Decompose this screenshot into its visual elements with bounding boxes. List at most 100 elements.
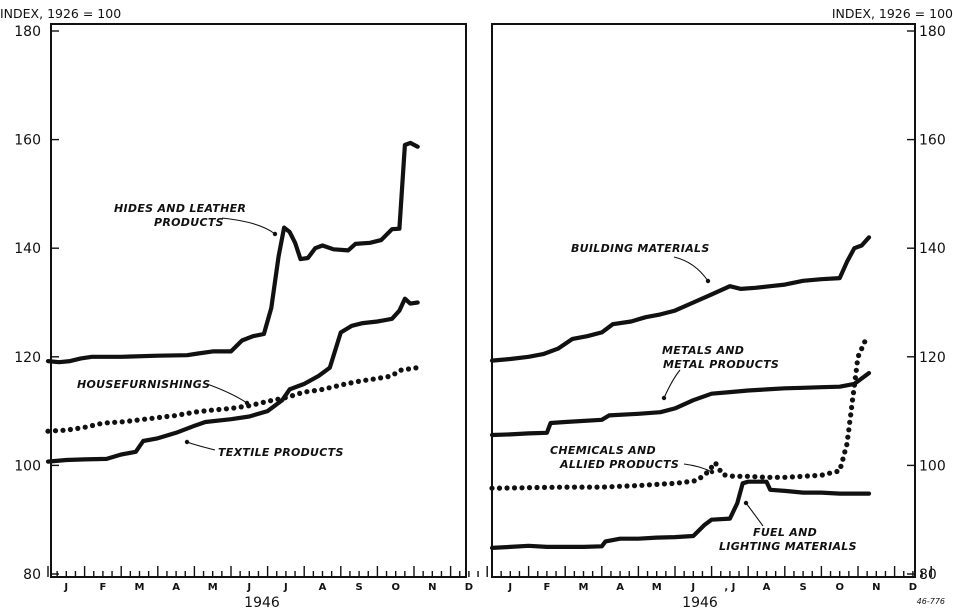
- series-dot-chemicals-and-allied-products: [684, 479, 690, 485]
- series-dot-chemicals-and-allied-products: [845, 434, 851, 440]
- right-month-label: O: [835, 582, 844, 593]
- right-y-tick-label: 160: [919, 133, 946, 149]
- series-dot-chemicals-and-allied-products: [511, 485, 518, 491]
- series-dots-housefurnishings: [45, 365, 419, 434]
- series-dot-chemicals-and-allied-products: [847, 419, 853, 425]
- right-month-label: , J: [724, 582, 735, 593]
- series-dot-chemicals-and-allied-products: [556, 484, 563, 490]
- series-dot-housefurnishings: [289, 393, 296, 399]
- series-dot-chemicals-and-allied-products: [844, 442, 850, 448]
- series-dot-chemicals-and-allied-products: [789, 474, 796, 480]
- series-dot-chemicals-and-allied-products: [848, 412, 854, 418]
- series-dot-housefurnishings: [104, 420, 110, 426]
- series-dot-housefurnishings: [164, 413, 170, 420]
- right-y-tick-label: 80: [919, 567, 937, 583]
- right-month-label: A: [763, 582, 771, 593]
- series-dot-chemicals-and-allied-products: [797, 473, 803, 480]
- series-leader-metals-and-metal-products: [663, 369, 681, 399]
- series-dot-chemicals-and-allied-products: [616, 483, 623, 489]
- series-dot-housefurnishings: [134, 417, 140, 423]
- series-line-metals-and-metal-products: [489, 371, 872, 438]
- series-dot-housefurnishings: [253, 401, 259, 407]
- series-dot-chemicals-and-allied-products: [729, 473, 736, 479]
- series-dot-housefurnishings: [60, 427, 66, 433]
- series-dot-chemicals-and-allied-products: [586, 484, 593, 490]
- series-dot-housefurnishings: [208, 407, 214, 413]
- series-dot-housefurnishings: [52, 428, 59, 434]
- series-dot-chemicals-and-allied-products: [549, 484, 555, 490]
- series-dot-chemicals-and-allied-products: [489, 485, 495, 491]
- series-label-hides-and-leather-products: PRODUCTS: [154, 216, 224, 229]
- series-dot-housefurnishings: [378, 375, 384, 381]
- series-line-fuel-and-lighting-materials: [489, 479, 872, 550]
- series-dot-chemicals-and-allied-products: [849, 397, 856, 403]
- series-dot-housefurnishings: [67, 426, 73, 433]
- series-dot-chemicals-and-allied-products: [854, 360, 860, 366]
- series-label-hides-and-leather-products: HIDES AND LEATHER: [114, 202, 246, 215]
- series-leader-arrowhead: [184, 439, 190, 445]
- series-dot-chemicals-and-allied-products: [504, 485, 510, 491]
- right-y-tick-label: 140: [919, 241, 946, 257]
- series-dot-chemicals-and-allied-products: [519, 485, 525, 491]
- series-dot-chemicals-and-allied-products: [842, 449, 848, 455]
- series-dot-housefurnishings: [223, 406, 229, 412]
- series-leader-building-materials: [673, 256, 709, 282]
- series-dot-chemicals-and-allied-products: [804, 473, 811, 479]
- right-month-label: A: [616, 582, 624, 593]
- series-dot-chemicals-and-allied-products: [639, 482, 645, 488]
- left-month-label: D: [465, 582, 473, 593]
- left-y-tick-label: 120: [14, 350, 41, 366]
- series-dot-chemicals-and-allied-products: [526, 485, 533, 491]
- series-dot-chemicals-and-allied-products: [631, 483, 638, 489]
- left-year-label: 1946: [244, 595, 280, 609]
- series-dot-housefurnishings: [304, 389, 310, 395]
- series-dot-housefurnishings: [311, 388, 317, 394]
- series-dot-chemicals-and-allied-products: [862, 339, 868, 345]
- left-month-label: A: [172, 582, 180, 593]
- series-label-fuel-and-lighting-materials: LIGHTING MATERIALS: [719, 540, 857, 553]
- series-dot-housefurnishings: [326, 385, 332, 391]
- left-month-label: M: [208, 582, 218, 593]
- right-month-label: J: [690, 582, 695, 593]
- series-label-building-materials: BUILDING MATERIALS: [571, 242, 710, 255]
- series-line-building-materials: [489, 235, 872, 363]
- series-dot-chemicals-and-allied-products: [676, 480, 683, 486]
- series-dot-housefurnishings: [193, 409, 200, 415]
- series-dot-housefurnishings: [216, 406, 222, 413]
- header-left-label: INDEX, 1926 = 100: [0, 6, 121, 21]
- left-y-tick-label: 180: [14, 24, 41, 40]
- series-dot-housefurnishings: [392, 371, 398, 377]
- series-dot-housefurnishings: [268, 398, 274, 404]
- series-dot-housefurnishings: [156, 414, 163, 420]
- series-dot-housefurnishings: [179, 411, 185, 417]
- series-dot-chemicals-and-allied-products: [698, 475, 704, 481]
- series-dot-chemicals-and-allied-products: [759, 474, 766, 480]
- series-label-fuel-and-lighting-materials: FUEL AND: [753, 526, 817, 539]
- series-dot-housefurnishings: [75, 425, 81, 431]
- series-dot-chemicals-and-allied-products: [851, 382, 858, 388]
- series-leader-arrowhead: [709, 469, 715, 475]
- series-dot-chemicals-and-allied-products: [782, 474, 788, 480]
- series-dot-housefurnishings: [119, 419, 125, 425]
- series-dot-housefurnishings: [260, 399, 266, 405]
- series-leader-arrowhead: [661, 395, 667, 401]
- series-dot-housefurnishings: [413, 365, 419, 371]
- left-month-label: S: [355, 582, 362, 593]
- series-dot-chemicals-and-allied-products: [624, 483, 630, 489]
- right-month-label: N: [872, 582, 880, 593]
- right-panel-frame: [491, 23, 916, 578]
- series-dot-housefurnishings: [97, 421, 103, 427]
- left-y-tick-label: 160: [14, 133, 41, 149]
- series-dot-chemicals-and-allied-products: [654, 481, 660, 487]
- left-month-label: J: [283, 582, 288, 593]
- series-dot-chemicals-and-allied-products: [661, 481, 668, 487]
- series-dot-housefurnishings: [89, 422, 96, 429]
- series-dot-housefurnishings: [405, 366, 412, 372]
- series-dot-chemicals-and-allied-products: [846, 427, 852, 433]
- series-dot-chemicals-and-allied-products: [812, 473, 818, 479]
- series-dot-chemicals-and-allied-products: [534, 484, 540, 491]
- series-dot-housefurnishings: [127, 418, 133, 424]
- series-dot-chemicals-and-allied-products: [717, 467, 723, 473]
- series-dot-housefurnishings: [348, 380, 354, 386]
